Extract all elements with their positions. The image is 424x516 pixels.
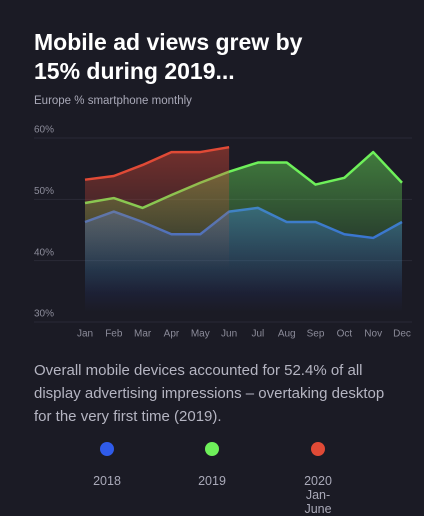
x-tick-label: Jan xyxy=(77,329,93,340)
x-tick-label: May xyxy=(191,329,210,340)
legend-swatch xyxy=(100,442,114,456)
legend-swatch xyxy=(311,442,325,456)
y-tick-label: 50% xyxy=(34,186,54,197)
x-tick-label: Mar xyxy=(134,329,152,340)
x-tick-label: Nov xyxy=(364,329,382,340)
x-tick-label: Apr xyxy=(164,329,180,340)
legend-swatch xyxy=(205,442,219,456)
chart-subtitle: Europe % smartphone monthly xyxy=(34,95,192,107)
x-tick-label: Jul xyxy=(252,329,265,340)
x-tick-label: Feb xyxy=(105,329,123,340)
x-tick-label: Aug xyxy=(278,329,296,340)
legend-label: 2019 xyxy=(198,474,226,488)
legend-item: 2019 xyxy=(177,442,247,488)
line xyxy=(84,145,230,181)
y-tick-label: 40% xyxy=(34,247,54,258)
annotation: Overall mobile devices accounted for 52.… xyxy=(34,362,385,425)
legend-label: 2020 Jan-June xyxy=(304,474,332,516)
x-tick-label: Sep xyxy=(307,329,325,340)
x-tick-label: Jun xyxy=(221,329,237,340)
area xyxy=(85,147,230,270)
legend-label: 2018 xyxy=(93,474,121,488)
x-tick-label: Dec xyxy=(393,329,411,340)
chart-title: Mobile ad views grew by 15% during 2019.… xyxy=(34,29,303,84)
y-tick-label: 60% xyxy=(34,125,54,136)
chart: 30% 40% 50% 60% Jan Feb Mar Apr May Jun Jul Aug Sep O… xyxy=(34,125,412,340)
legend-item: 2018 xyxy=(72,442,142,488)
x-tick-label: Oct xyxy=(337,329,353,340)
y-tick-label: 30% xyxy=(34,309,54,320)
legend-item: 2020 Jan-June xyxy=(283,442,353,516)
